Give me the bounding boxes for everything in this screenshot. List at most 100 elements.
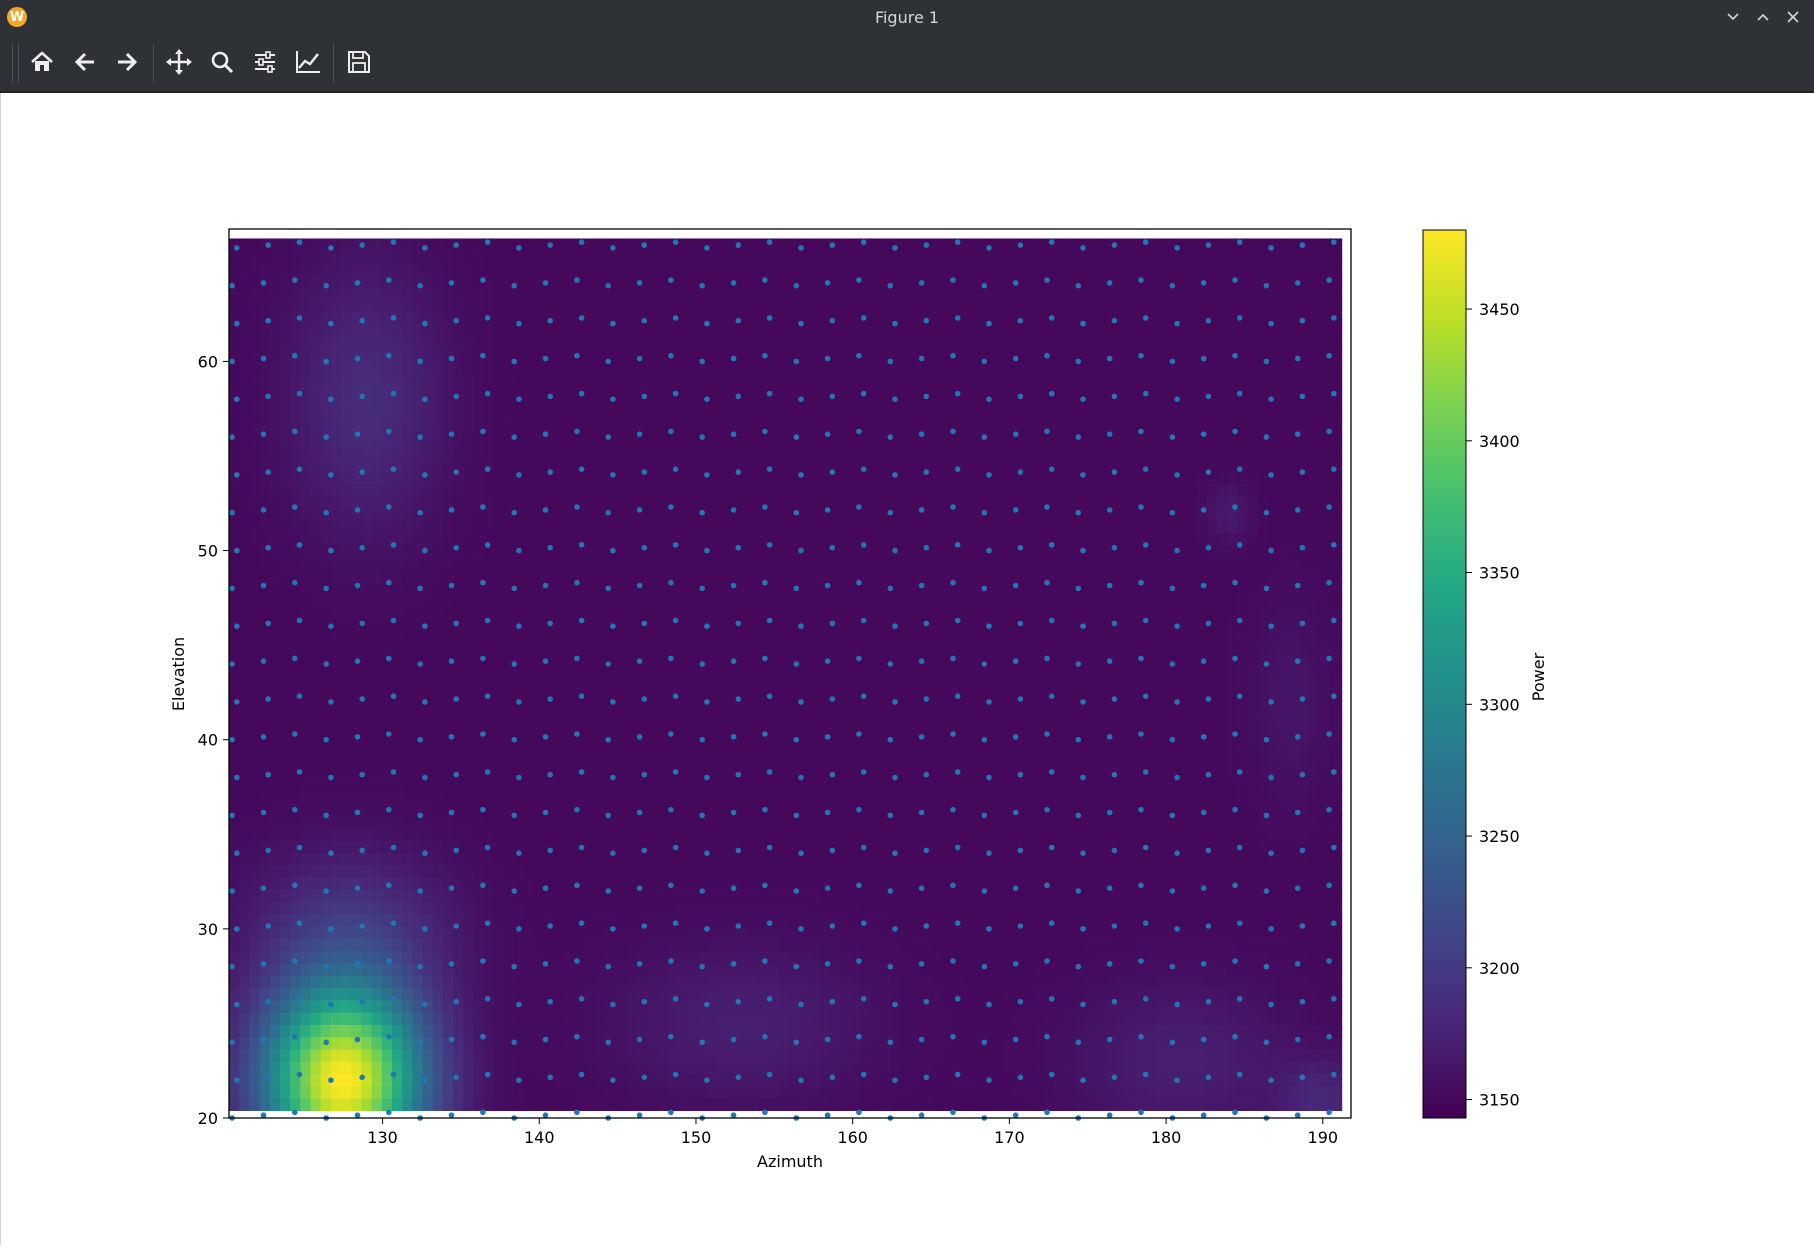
save-button[interactable] <box>340 43 378 81</box>
heatmap-cell <box>423 508 434 521</box>
heatmap-cell <box>535 336 546 349</box>
heatmap-cell <box>372 397 383 410</box>
heatmap-cell <box>657 619 668 632</box>
heatmap-cell <box>494 274 505 287</box>
heatmap-cell <box>708 803 719 816</box>
heatmap-cell <box>830 717 841 730</box>
window-title: Figure 1 <box>875 8 939 27</box>
heatmap-cell <box>810 360 821 373</box>
heatmap-cell <box>901 410 912 423</box>
heatmap-cell <box>555 1024 566 1037</box>
heatmap-cell <box>300 496 311 509</box>
heatmap-cell <box>361 668 372 681</box>
home-button[interactable] <box>23 43 61 81</box>
maximize-button[interactable] <box>1748 2 1778 32</box>
heatmap-cell <box>708 643 719 656</box>
heatmap-cell <box>545 360 556 373</box>
heatmap-cell <box>871 1098 882 1111</box>
heatmap-cell <box>850 791 861 804</box>
heatmap-cell <box>820 545 831 558</box>
heatmap-cell <box>687 385 698 398</box>
heatmap-cell <box>433 938 444 951</box>
heatmap-cell <box>545 1086 556 1099</box>
heatmap-cell <box>545 852 556 865</box>
close-button[interactable] <box>1778 2 1808 32</box>
heatmap-cell <box>820 520 831 533</box>
heatmap-cell <box>840 508 851 521</box>
heatmap-cell <box>372 668 383 681</box>
zoom-button[interactable] <box>203 43 241 81</box>
heatmap-cell <box>708 434 719 447</box>
heatmap-cell <box>922 1049 933 1062</box>
heatmap-cell <box>677 1024 688 1037</box>
heatmap-cell <box>708 692 719 705</box>
heatmap-cell <box>861 705 872 718</box>
heatmap-cell <box>932 840 943 853</box>
heatmap-cell <box>280 287 291 300</box>
heatmap-cell <box>433 889 444 902</box>
heatmap-cell <box>901 742 912 755</box>
heatmap-cell <box>453 803 464 816</box>
heatmap-cell <box>392 963 403 976</box>
heatmap-cell <box>748 975 759 988</box>
heatmap-cell <box>586 1000 597 1013</box>
heatmap-cell <box>270 766 281 779</box>
heatmap-cell <box>606 840 617 853</box>
heatmap-cell <box>402 791 413 804</box>
heatmap-cell <box>555 803 566 816</box>
back-button[interactable] <box>66 43 104 81</box>
heatmap-cell <box>524 508 535 521</box>
heatmap-cell <box>382 865 393 878</box>
toolbar-grip[interactable] <box>12 43 19 83</box>
heatmap-cell <box>484 1098 495 1111</box>
heatmap-cell <box>840 250 851 263</box>
heatmap-cell <box>351 754 362 767</box>
heatmap-cell <box>636 680 647 693</box>
heatmap-cell <box>596 410 607 423</box>
heatmap-cell <box>616 668 627 681</box>
heatmap-cell <box>270 692 281 705</box>
heatmap-cell <box>361 742 372 755</box>
minimize-button[interactable] <box>1718 2 1748 32</box>
heatmap-cell <box>748 471 759 484</box>
heatmap-cell <box>911 680 922 693</box>
heatmap-cell <box>473 238 484 250</box>
heatmap-cell <box>850 533 861 546</box>
heatmap-cell <box>728 852 739 865</box>
heatmap-cell <box>626 471 637 484</box>
heatmap-cell <box>270 299 281 312</box>
heatmap-cell <box>453 508 464 521</box>
heatmap-cell <box>871 692 882 705</box>
heatmap-cell <box>524 1000 535 1013</box>
heatmap-cell <box>535 865 546 878</box>
heatmap-cell <box>331 299 342 312</box>
heatmap-cell <box>932 791 943 804</box>
heatmap-cell <box>932 287 943 300</box>
heatmap-cell <box>463 619 474 632</box>
heatmap-cell <box>514 643 525 656</box>
pan-button[interactable] <box>160 43 198 81</box>
heatmap-cell <box>677 852 688 865</box>
heatmap-cell <box>687 815 698 828</box>
heatmap-cell <box>810 274 821 287</box>
edit-axis-button[interactable] <box>289 43 327 81</box>
heatmap-cell <box>738 791 749 804</box>
heatmap-cell <box>412 865 423 878</box>
heatmap-cell <box>341 619 352 632</box>
heatmap-cell <box>351 250 362 263</box>
heatmap-cell <box>891 877 902 890</box>
heatmap-cell <box>473 717 484 730</box>
heatmap-cell <box>402 569 413 582</box>
heatmap-cell <box>586 963 597 976</box>
heatmap-cell <box>586 471 597 484</box>
heatmap-cell <box>290 668 301 681</box>
forward-button[interactable] <box>108 43 146 81</box>
heatmap-cell <box>453 299 464 312</box>
heatmap-cell <box>748 360 759 373</box>
heatmap-cell <box>738 951 749 964</box>
heatmap-cell <box>433 987 444 1000</box>
heatmap-cell <box>545 410 556 423</box>
configure-subplots-button[interactable] <box>246 43 284 81</box>
